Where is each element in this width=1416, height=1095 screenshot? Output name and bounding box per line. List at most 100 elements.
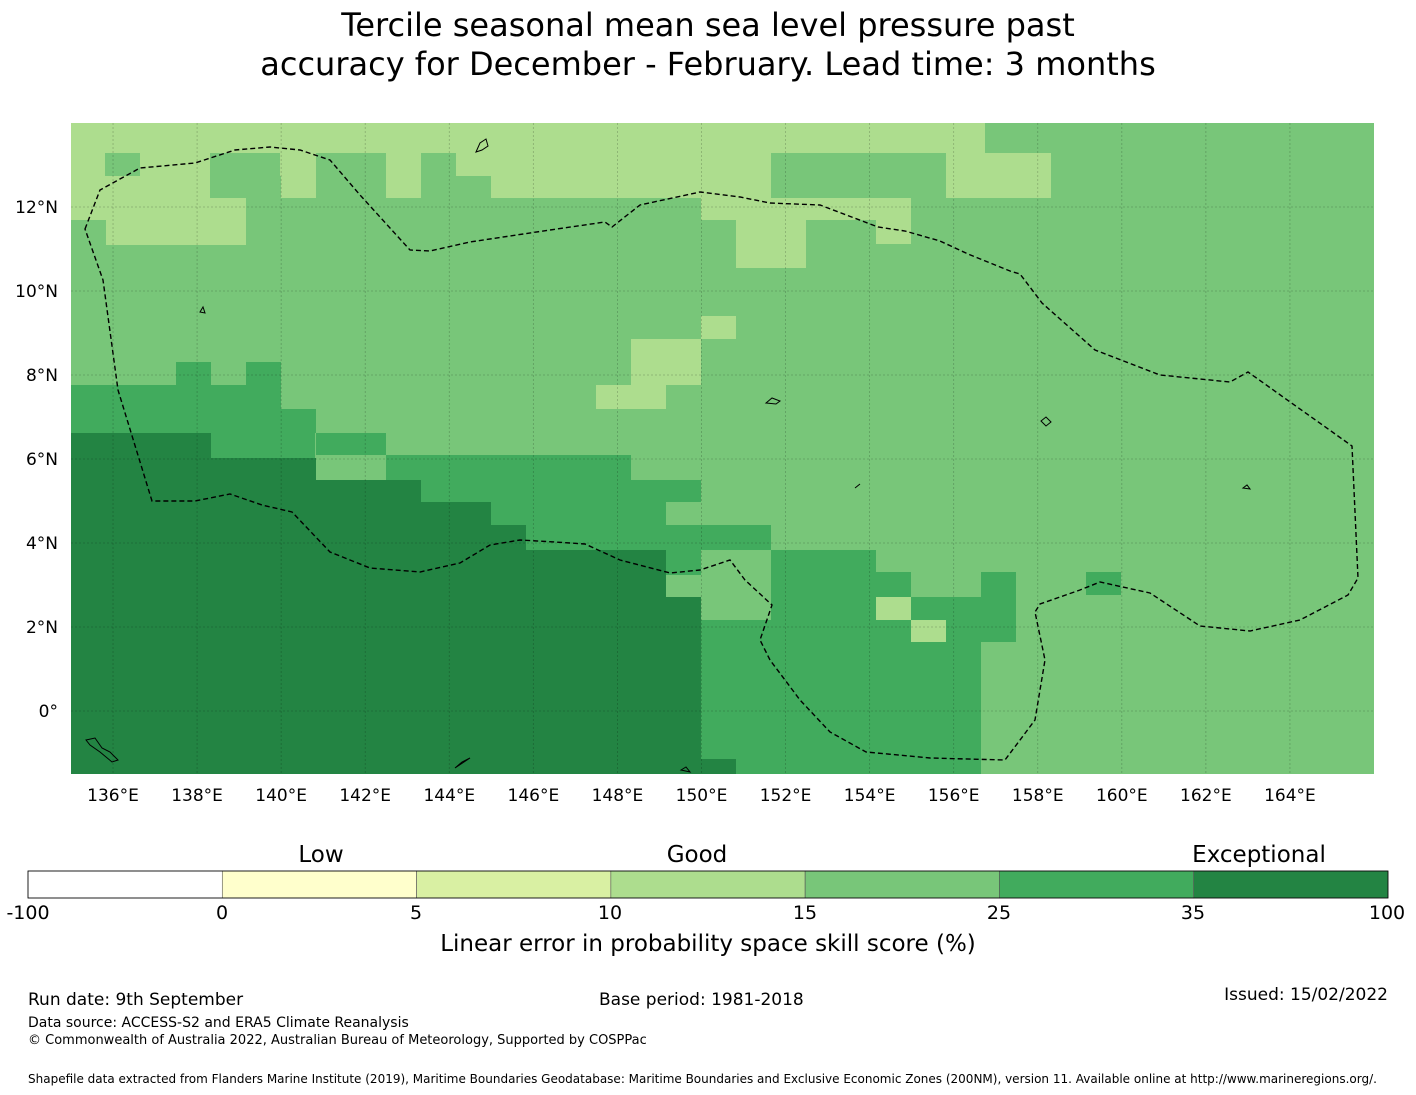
category-exceptional: Exceptional bbox=[1192, 842, 1326, 868]
skill-cell bbox=[71, 433, 211, 774]
lat-tick-label: 12°N bbox=[15, 198, 58, 218]
lon-tick-label: 148°E bbox=[592, 786, 644, 806]
base-period: Base period: 1981-2018 bbox=[599, 990, 804, 1010]
colorbar-segment bbox=[221, 870, 417, 899]
data-source: Data source: ACCESS-S2 and ERA5 Climate … bbox=[28, 1015, 409, 1031]
skill-cell bbox=[771, 550, 876, 620]
skill-cell bbox=[911, 620, 946, 642]
lon-tick-label: 142°E bbox=[339, 786, 391, 806]
lon-tick-label: 160°E bbox=[1096, 786, 1148, 806]
skill-cell bbox=[281, 409, 316, 433]
island-outline bbox=[764, 397, 782, 405]
skill-cell bbox=[666, 550, 701, 575]
colorbar bbox=[27, 870, 1389, 899]
skill-cell bbox=[105, 153, 140, 176]
lon-tick-label: 156°E bbox=[928, 786, 980, 806]
lat-tick-label: 6°N bbox=[26, 450, 58, 470]
colorbar-tick: 15 bbox=[792, 902, 818, 924]
skill-cell bbox=[631, 480, 701, 502]
colorbar-tick: 10 bbox=[597, 902, 623, 924]
skill-cell bbox=[701, 198, 911, 220]
skill-cell bbox=[666, 620, 981, 774]
lon-tick-label: 146°E bbox=[508, 786, 560, 806]
skill-cell bbox=[701, 316, 736, 339]
lon-tick-label: 150°E bbox=[676, 786, 728, 806]
colorbar-tick: 100 bbox=[1368, 902, 1406, 924]
axis-tick-labels: 136°E 138°E 140°E 142°E 144°E 146°E 148°E 150°E… bbox=[15, 198, 1316, 806]
skill-cell bbox=[491, 525, 526, 774]
lat-tick-label: 2°N bbox=[26, 618, 58, 638]
skill-cell bbox=[596, 385, 666, 409]
skill-cell bbox=[666, 620, 701, 774]
lon-tick-label: 138°E bbox=[171, 786, 223, 806]
island-outline bbox=[199, 305, 206, 314]
colorbar-outline bbox=[27, 870, 1389, 899]
lat-tick-label: 4°N bbox=[26, 534, 58, 554]
skill-cells bbox=[71, 123, 1374, 774]
map-title: Tercile seasonal mean sea level pressure… bbox=[0, 6, 1416, 84]
colorbar-segment bbox=[610, 870, 806, 899]
skill-cell bbox=[736, 220, 806, 268]
skill-cell bbox=[211, 458, 316, 774]
skill-cell bbox=[981, 572, 1016, 642]
skill-cell bbox=[456, 176, 491, 198]
skill-cell bbox=[316, 153, 386, 198]
skill-cell bbox=[491, 502, 666, 527]
skill-cell bbox=[1086, 572, 1121, 595]
skill-cell bbox=[985, 123, 1085, 153]
lat-tick-label: 8°N bbox=[26, 366, 58, 386]
title-line-2: accuracy for December - February. Lead t… bbox=[260, 45, 1156, 83]
skill-cell bbox=[316, 433, 386, 455]
skill-cell bbox=[876, 597, 911, 620]
colorbar-tick: 35 bbox=[1180, 902, 1206, 924]
lat-tick-label: 0° bbox=[39, 702, 58, 722]
skill-cell bbox=[596, 572, 666, 774]
colorbar-segment bbox=[416, 870, 612, 899]
skill-cell bbox=[876, 153, 946, 198]
skill-cell bbox=[701, 759, 736, 774]
colorbar-tick: 0 bbox=[215, 902, 229, 924]
title-line-1: Tercile seasonal mean sea level pressure… bbox=[341, 6, 1075, 44]
skill-cell bbox=[421, 502, 491, 774]
graticule bbox=[71, 123, 1374, 774]
skill-cell bbox=[701, 525, 771, 550]
lon-tick-label: 158°E bbox=[1012, 786, 1064, 806]
issued-date: Issued: 15/02/2022 bbox=[1224, 985, 1388, 1005]
island-outline bbox=[679, 766, 692, 773]
lon-tick-label: 162°E bbox=[1180, 786, 1232, 806]
lon-tick-label: 140°E bbox=[255, 786, 307, 806]
skill-cell bbox=[631, 550, 666, 572]
shapefile-credit: Shapefile data extracted from Flanders M… bbox=[28, 1072, 1377, 1086]
colorbar-tick: 25 bbox=[986, 902, 1012, 924]
skill-cell bbox=[316, 480, 421, 774]
island-outline bbox=[475, 138, 489, 153]
skill-cell bbox=[210, 433, 315, 458]
skill-cell bbox=[1086, 123, 1374, 198]
lon-tick-label: 152°E bbox=[760, 786, 812, 806]
colorbar-segment bbox=[999, 870, 1195, 899]
skill-cell bbox=[631, 339, 701, 385]
skill-cell bbox=[911, 597, 981, 620]
copyright: © Commonwealth of Australia 2022, Austra… bbox=[28, 1033, 647, 1048]
skill-cell bbox=[246, 362, 281, 385]
skill-cell bbox=[71, 385, 281, 433]
colorbar-segment bbox=[804, 870, 1000, 899]
category-low: Low bbox=[298, 842, 344, 868]
skill-cell bbox=[421, 153, 456, 198]
island-outline bbox=[854, 483, 861, 489]
skill-cell bbox=[526, 525, 701, 550]
lon-tick-label: 154°E bbox=[844, 786, 896, 806]
skill-cell bbox=[71, 220, 106, 245]
lon-tick-label: 144°E bbox=[423, 786, 475, 806]
islands bbox=[85, 138, 1252, 773]
skill-cell bbox=[596, 455, 631, 480]
skill-cell bbox=[386, 455, 597, 480]
colorbar-segment bbox=[1193, 870, 1389, 899]
run-date: Run date: 9th September bbox=[28, 990, 244, 1010]
skill-cell bbox=[876, 220, 911, 244]
lon-tick-label: 164°E bbox=[1264, 786, 1316, 806]
skill-map bbox=[71, 123, 1374, 774]
colorbar-segment bbox=[27, 870, 223, 899]
colorbar-label: Linear error in probability space skill … bbox=[440, 931, 976, 957]
